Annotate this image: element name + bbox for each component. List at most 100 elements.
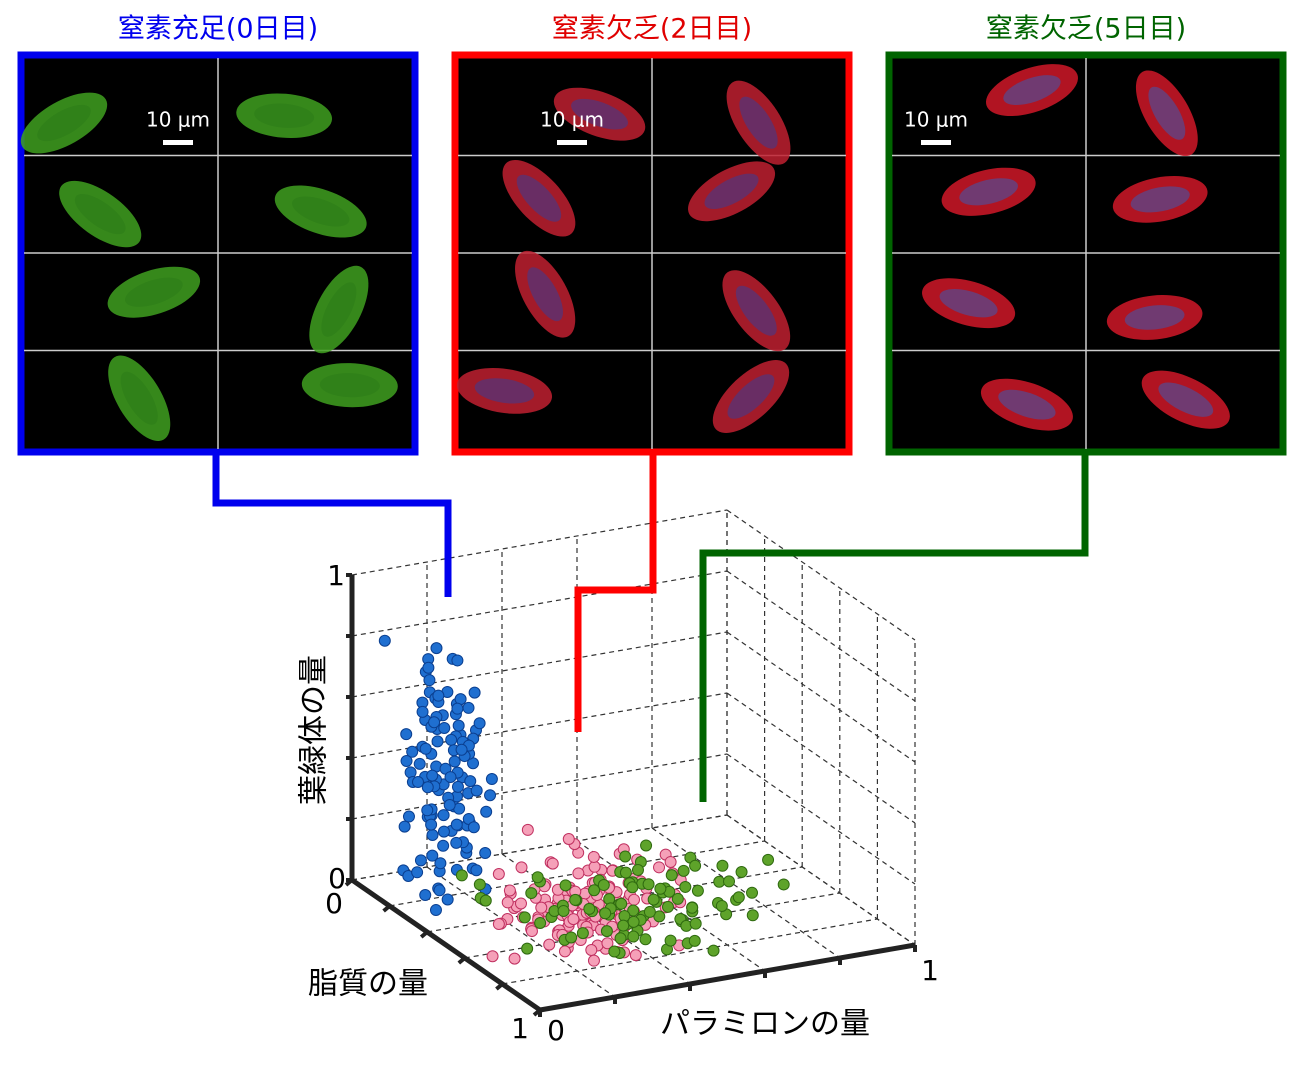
scatter-point <box>558 945 571 958</box>
scatter-point <box>414 854 427 867</box>
scatter-point <box>451 780 464 793</box>
scatter-point <box>441 893 454 906</box>
cell-inner <box>321 282 357 337</box>
cell-inner <box>571 98 629 130</box>
connector <box>574 455 657 732</box>
scatter-point <box>508 952 521 965</box>
cell <box>1106 295 1203 340</box>
scatter-point <box>628 893 641 906</box>
scatter-point <box>608 945 621 958</box>
scatter-point <box>569 893 582 906</box>
scatter-point <box>468 686 481 699</box>
scatter-point <box>501 896 514 909</box>
scatter-point <box>535 901 548 914</box>
cell-inner <box>37 104 91 142</box>
scatter-point <box>600 925 613 938</box>
cell-inner <box>959 178 1018 206</box>
scatter-point <box>451 702 464 715</box>
cell <box>941 167 1036 216</box>
scatter-point <box>492 918 505 931</box>
scatter-point <box>688 934 701 947</box>
scatter-point <box>679 880 692 893</box>
scatter-point <box>587 954 600 967</box>
cell <box>20 92 108 154</box>
scatter-3d <box>212 455 1089 1017</box>
cell-inner <box>516 174 562 222</box>
scatter-point <box>470 784 483 797</box>
scatter-point <box>619 850 632 863</box>
scatter-point <box>588 860 601 873</box>
y-tick-label: 0 <box>325 887 343 920</box>
cell <box>456 368 553 414</box>
cell <box>722 270 791 352</box>
cell <box>553 87 646 141</box>
scatter-point <box>437 839 450 852</box>
scatter-point <box>521 823 534 836</box>
scatter-point <box>413 757 426 770</box>
scatter-point <box>677 864 690 877</box>
scatter-point <box>735 866 748 879</box>
scatter-point <box>479 894 492 907</box>
axis-line <box>457 956 467 965</box>
scatter-point <box>421 804 434 817</box>
connector <box>212 455 452 597</box>
scatter-point <box>567 913 580 926</box>
grid-line <box>726 570 916 702</box>
panel-title: 窒素欠乏(5日目) <box>986 14 1186 45</box>
x-axis-label: パラミロンの量 <box>660 1007 870 1042</box>
scatter-point <box>777 878 790 891</box>
scatter-point <box>557 904 570 917</box>
cell <box>301 363 398 408</box>
scatter-point <box>746 886 759 899</box>
scatter-point <box>665 869 678 882</box>
scatter-point <box>450 836 463 849</box>
cell-inner <box>1130 186 1190 213</box>
axis-line <box>419 930 429 939</box>
cell-inner <box>1003 75 1061 106</box>
grid-line <box>351 631 728 698</box>
scatter-point <box>485 773 498 786</box>
scatter-point <box>597 879 610 892</box>
scatter-point <box>378 634 391 647</box>
scatter-point <box>451 654 464 667</box>
cell-inner <box>527 267 563 322</box>
scatter-point <box>627 930 640 943</box>
scatter-point <box>455 743 468 756</box>
scatter-point <box>583 902 596 915</box>
cell-inner <box>704 173 759 210</box>
scatter-point <box>450 818 463 831</box>
z-tick-label: 1 <box>327 559 345 592</box>
scatter-point <box>689 917 702 930</box>
scatter-point <box>543 938 556 951</box>
scatter-point <box>402 810 415 823</box>
scatter-point <box>514 897 527 910</box>
scatter-point <box>640 839 653 852</box>
scatter-point <box>647 893 660 906</box>
scatter-point <box>432 689 445 702</box>
scatter-point <box>419 889 432 902</box>
scatter-point <box>562 833 575 846</box>
cell-inner <box>254 103 315 128</box>
scatter-point <box>534 916 547 929</box>
grid-line <box>426 866 616 998</box>
scatter-point <box>689 859 702 872</box>
scatter-point <box>480 805 493 818</box>
cell <box>980 378 1073 431</box>
z-axis-label: 葉緑体の量 <box>297 655 332 805</box>
scatter-point <box>691 884 704 897</box>
cell <box>688 161 776 222</box>
axis-line <box>350 877 542 1013</box>
cell-inner <box>727 374 775 419</box>
scatter-point <box>588 884 601 897</box>
scatter-point <box>484 789 497 802</box>
scale-bar <box>163 140 193 145</box>
scatter-point <box>470 864 483 877</box>
cell <box>107 266 201 318</box>
scatter-point <box>746 909 759 922</box>
scatter-point <box>619 866 632 879</box>
axis-line <box>382 904 391 913</box>
scatter-point <box>421 781 434 794</box>
grid-line <box>651 827 841 959</box>
scatter-point <box>559 879 572 892</box>
